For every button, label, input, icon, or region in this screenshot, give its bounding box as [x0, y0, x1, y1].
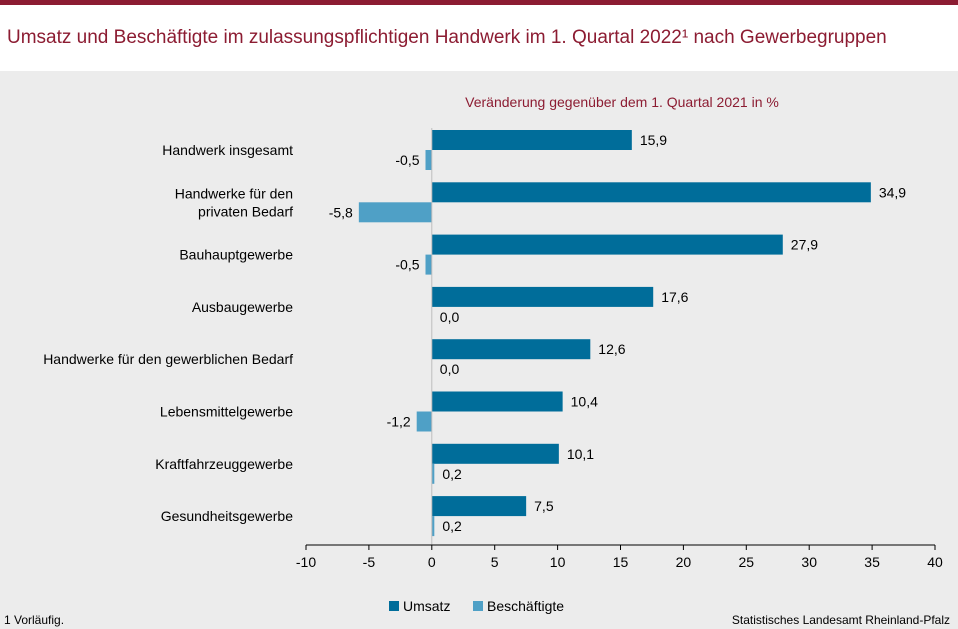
chart-title: Umsatz und Beschäftigte im zulassungspfl…: [7, 27, 887, 48]
bar-beschaeftigte: [425, 254, 432, 275]
data-label: -0,5: [395, 257, 419, 273]
category-label: Handwerke für den: [175, 185, 293, 201]
data-label: 0,0: [440, 361, 460, 377]
legend-swatch-umsatz: [389, 601, 399, 611]
x-tick-label: 0: [428, 554, 436, 570]
x-tick-label: -10: [296, 554, 316, 570]
title-accent-bar: [0, 0, 958, 5]
legend-label-umsatz: Umsatz: [403, 598, 450, 614]
x-tick-label: 35: [864, 554, 880, 570]
data-label: -5,8: [329, 204, 353, 220]
legend-label-beschaeftigte: Beschäftigte: [487, 598, 564, 614]
data-label: 15,9: [640, 132, 667, 148]
data-label: -1,2: [387, 414, 411, 430]
bar-beschaeftigte: [431, 463, 435, 484]
x-tick-label: 5: [491, 554, 499, 570]
data-label: 0,2: [442, 518, 462, 534]
bar-umsatz: [431, 443, 559, 464]
title-band: Umsatz und Beschäftigte im zulassungspfl…: [0, 5, 958, 71]
data-label: 0,0: [440, 309, 460, 325]
x-tick-label: -5: [363, 554, 376, 570]
data-label: 12,6: [598, 341, 625, 357]
bar-umsatz: [431, 339, 591, 360]
category-label: privaten Bedarf: [198, 203, 293, 219]
bar-umsatz: [431, 182, 871, 203]
data-label: 17,6: [661, 289, 688, 305]
category-label: Handwerk insgesamt: [162, 142, 293, 158]
data-label: 0,2: [442, 466, 462, 482]
bar-beschaeftigte: [416, 411, 432, 432]
bar-umsatz: [431, 286, 654, 307]
source-note: Statistisches Landesamt Rheinland-Pfalz: [731, 613, 950, 627]
bar-beschaeftigte: [431, 516, 435, 537]
category-label: Kraftfahrzeuggewerbe: [155, 456, 293, 472]
bar-umsatz: [431, 496, 527, 517]
x-tick-label: 25: [739, 554, 755, 570]
data-label: 10,1: [567, 446, 594, 462]
category-label: Gesundheitsgewerbe: [161, 508, 294, 524]
bar-umsatz: [431, 234, 783, 255]
footnote: 1 Vorläufig.: [4, 613, 65, 627]
chart-subtitle: Veränderung gegenüber dem 1. Quartal 202…: [465, 94, 779, 110]
x-tick-label: 40: [927, 554, 943, 570]
x-tick-label: 10: [550, 554, 566, 570]
x-tick-label: 15: [613, 554, 629, 570]
category-label: Ausbaugewerbe: [192, 299, 293, 315]
bar-umsatz: [431, 130, 632, 150]
category-label: Handwerke für den gewerblichen Bedarf: [43, 351, 293, 367]
bar-beschaeftigte: [358, 202, 432, 223]
data-label: 7,5: [534, 498, 554, 514]
legend-swatch-beschaeftigte: [473, 601, 483, 611]
x-tick-label: 20: [676, 554, 692, 570]
category-label: Lebensmittelgewerbe: [160, 404, 293, 420]
x-tick-label: 30: [801, 554, 817, 570]
data-label: 27,9: [791, 237, 818, 253]
data-label: 34,9: [879, 184, 906, 200]
data-label: -0,5: [395, 152, 419, 168]
bar-beschaeftigte: [425, 150, 432, 170]
data-label: 10,4: [571, 394, 598, 410]
category-label: Bauhauptgewerbe: [179, 247, 293, 263]
bar-umsatz: [431, 391, 563, 412]
